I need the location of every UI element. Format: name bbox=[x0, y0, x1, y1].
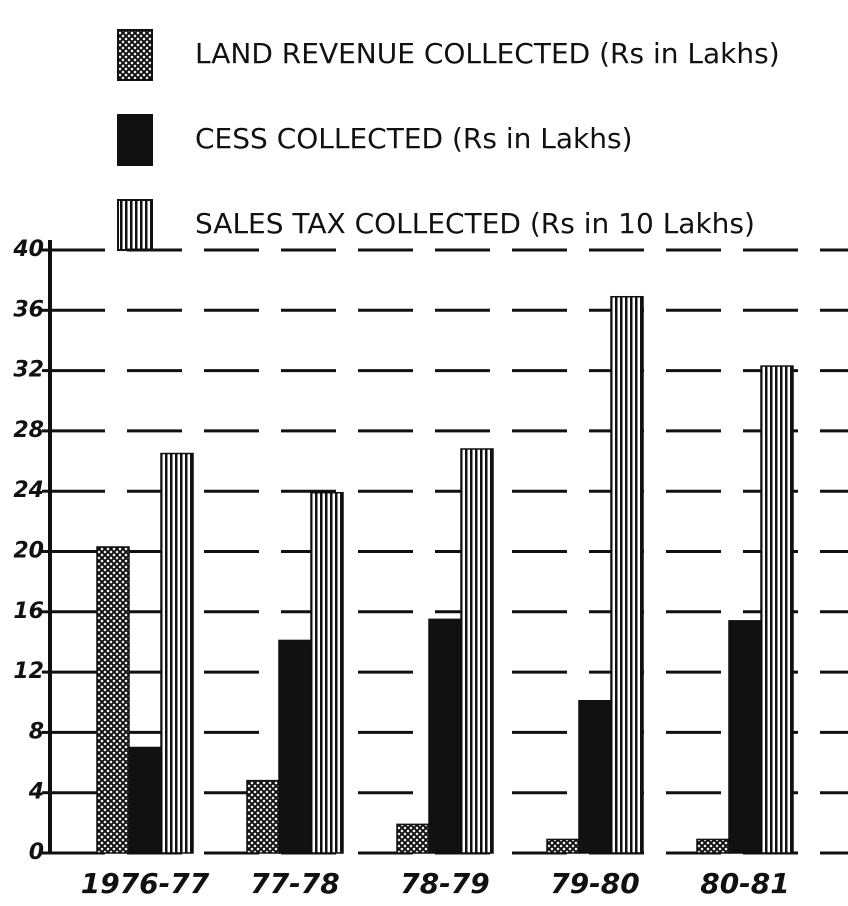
bar bbox=[428, 618, 462, 854]
y-tick-label: 36 bbox=[13, 297, 44, 322]
y-tick-label: 0 bbox=[29, 840, 44, 865]
y-tick-label: 40 bbox=[12, 237, 44, 262]
bar bbox=[460, 448, 494, 854]
y-tick-label: 32 bbox=[13, 358, 44, 383]
y-tick-label: 4 bbox=[28, 780, 44, 805]
bar bbox=[578, 699, 612, 854]
x-tick-label: 1976-77 bbox=[81, 867, 210, 900]
y-tick-label: 28 bbox=[13, 418, 44, 443]
bar bbox=[728, 620, 762, 854]
y-tick-label: 16 bbox=[13, 599, 44, 624]
x-tick-label: 79-80 bbox=[550, 867, 640, 900]
x-tick-label: 77-78 bbox=[250, 867, 340, 900]
x-tick-label: 80-81 bbox=[700, 867, 790, 900]
bar bbox=[278, 639, 312, 854]
y-tick-label: 8 bbox=[29, 719, 44, 744]
y-tick-label: 20 bbox=[13, 539, 44, 564]
bar bbox=[128, 746, 162, 854]
x-tick-label: 78-79 bbox=[400, 867, 490, 900]
y-tick-label: 12 bbox=[13, 659, 44, 684]
legend-swatch bbox=[117, 114, 153, 166]
legend-label: CESS COLLECTED (Rs in Lakhs) bbox=[195, 122, 633, 155]
legend-label: SALES TAX COLLECTED (Rs in 10 Lakhs) bbox=[195, 207, 755, 240]
bar bbox=[96, 546, 130, 854]
bar bbox=[160, 452, 194, 854]
legend-label: LAND REVENUE COLLECTED (Rs in Lakhs) bbox=[195, 37, 780, 70]
bar bbox=[546, 838, 580, 854]
y-tick-label: 24 bbox=[13, 478, 44, 503]
bar bbox=[610, 295, 644, 854]
bar bbox=[396, 823, 430, 854]
bar bbox=[696, 838, 730, 854]
legend-swatch bbox=[117, 29, 153, 81]
bar bbox=[246, 779, 280, 854]
bar bbox=[760, 365, 794, 854]
bar bbox=[310, 491, 344, 854]
legend-swatch bbox=[117, 199, 153, 251]
